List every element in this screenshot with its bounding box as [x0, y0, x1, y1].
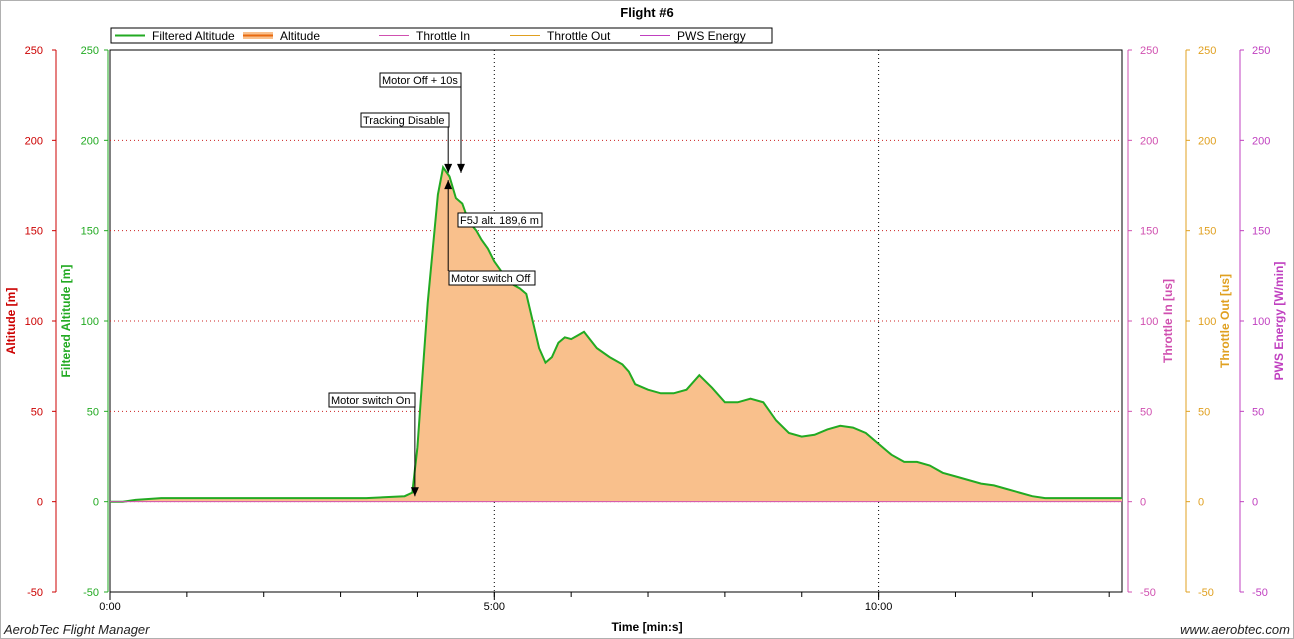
annotation: Motor switch On [328, 392, 419, 497]
footer-right: www.aerobtec.com [1180, 622, 1290, 637]
y-tick-label: 250 [1198, 45, 1216, 57]
x-tick-label: 10:00 [865, 601, 893, 613]
x-tick-label: 0:00 [99, 601, 120, 613]
plot-area [110, 164, 1122, 503]
axes: 0:00 5:00 10:00 -50 0 50 100 150 200 250 Altitude … [4, 45, 1286, 613]
y-tick-label: 200 [1252, 135, 1270, 147]
y-tick-label: -50 [1198, 587, 1214, 599]
y-tick-label: 250 [1140, 45, 1158, 57]
y-tick-label: 150 [1198, 226, 1216, 238]
y-axis-label: Altitude [m] [4, 288, 18, 355]
annotation-text: F5J alt. 189,6 m [460, 215, 539, 227]
annotation-arrow [456, 163, 465, 173]
annotation: Motor switch Off [444, 180, 536, 286]
y-tick-label: 200 [81, 135, 99, 147]
annotation-text: Motor Off + 10s [382, 75, 458, 87]
altitude-area [110, 167, 1122, 502]
legend-item: Altitude [243, 29, 320, 43]
y-axis-label: Filtered Altitude [m] [59, 265, 73, 378]
y-tick-label: 50 [31, 406, 43, 418]
y-tick-label: 50 [1252, 406, 1264, 418]
y-tick-label: 0 [37, 497, 43, 509]
annotation-arrow [444, 180, 453, 190]
y-tick-label: 150 [25, 226, 43, 238]
legend-item: PWS Energy [640, 29, 746, 43]
y-tick-label: 100 [25, 316, 43, 328]
y-tick-label: 250 [25, 45, 43, 57]
y-tick-label: 100 [81, 316, 99, 328]
y-tick-label: 200 [25, 135, 43, 147]
y-tick-label: 150 [81, 226, 99, 238]
y-tick-label: 50 [1198, 406, 1210, 418]
x-axis-label: Time [min:s] [611, 620, 682, 634]
annotation-box [328, 392, 416, 408]
annotation-arrow [410, 487, 419, 497]
legend-item: Throttle Out [510, 29, 611, 43]
annotation-box [457, 212, 543, 228]
annotation-text: Motor switch Off [451, 273, 531, 285]
legend-box [110, 27, 773, 44]
annotation: Tracking Disable [360, 112, 453, 173]
footer-left: AerobTec Flight Manager [3, 622, 150, 637]
y-tick-label: 0 [1252, 497, 1258, 509]
legend: Filtered Altitude Altitude Throttle In Thro… [110, 27, 773, 44]
y-tick-label: 50 [1140, 406, 1152, 418]
filtered-altitude-line [110, 164, 1122, 503]
x-tick-label: 5:00 [484, 601, 505, 613]
annotation: F5J alt. 189,6 m [457, 212, 543, 228]
annotation: Motor Off + 10s [379, 72, 465, 173]
annotation-box [360, 112, 450, 128]
y-axis-label: PWS Energy [W/min] [1272, 262, 1286, 381]
y-tick-label: 100 [1198, 316, 1216, 328]
y-tick-label: -50 [1252, 587, 1268, 599]
annotation-text: Tracking Disable [363, 115, 445, 127]
y-tick-label: 250 [81, 45, 99, 57]
legend-label: PWS Energy [677, 29, 746, 43]
annotation-arrow [444, 163, 453, 173]
legend-label: Throttle In [416, 29, 470, 43]
annotations: Motor switch On Tracking Disable Motor Off… [328, 72, 543, 497]
y-tick-label: 200 [1198, 135, 1216, 147]
legend-label: Filtered Altitude [152, 29, 235, 43]
y-tick-label: 100 [1252, 316, 1270, 328]
annotation-text: Motor switch On [331, 395, 410, 407]
legend-label: Throttle Out [547, 29, 611, 43]
annotation-box [448, 270, 536, 286]
y-tick-label: 150 [1252, 226, 1270, 238]
grid [109, 49, 1123, 593]
y-tick-label: 150 [1140, 226, 1158, 238]
y-tick-label: -50 [1140, 587, 1156, 599]
y-tick-label: 200 [1140, 135, 1158, 147]
y-tick-label: 0 [1140, 497, 1146, 509]
y-tick-label: 100 [1140, 316, 1158, 328]
legend-label: Altitude [280, 29, 320, 43]
legend-item: Filtered Altitude [115, 29, 235, 43]
y-tick-label: 0 [93, 497, 99, 509]
y-axis-label: Throttle Out [us] [1218, 274, 1232, 368]
y-tick-label: 250 [1252, 45, 1270, 57]
y-axis-label: Throttle In [us] [1161, 279, 1175, 363]
y-tick-label: 50 [87, 406, 99, 418]
legend-item: Throttle In [379, 29, 470, 43]
y-tick-label: 0 [1198, 497, 1204, 509]
annotation-box [379, 72, 462, 88]
y-tick-label: -50 [27, 587, 43, 599]
y-tick-label: -50 [83, 587, 99, 599]
chart-title: Flight #6 [620, 5, 673, 20]
